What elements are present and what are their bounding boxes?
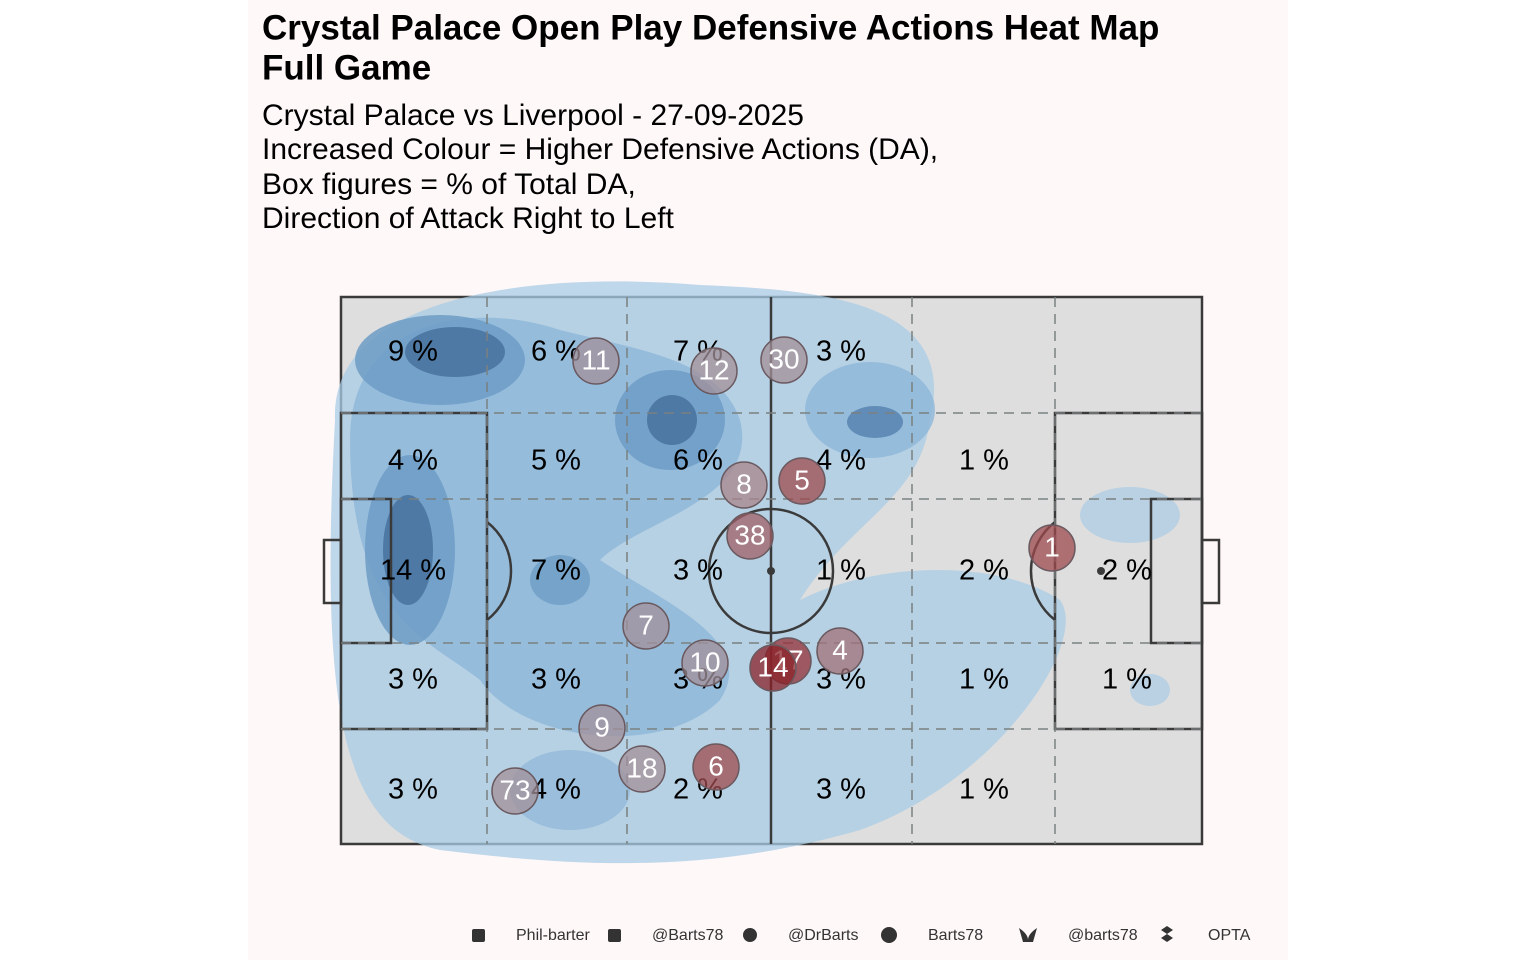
zone-label: 3 %	[816, 336, 866, 368]
icon	[881, 927, 897, 943]
zone-label: 4 %	[388, 445, 438, 477]
player-marker	[720, 461, 768, 509]
players: 1112308538171041714918673	[491, 336, 1076, 815]
zone-label: 3 %	[388, 774, 438, 806]
player-label: 5	[794, 464, 810, 495]
zone-label: 1 %	[959, 774, 1009, 806]
footer-text: OPTA	[1208, 927, 1251, 944]
subtitle-line: Crystal Palace vs Liverpool - 27-09-2025	[262, 99, 804, 132]
zone-label: 9 %	[388, 336, 438, 368]
player-label: 30	[768, 343, 799, 374]
player-marker	[749, 644, 797, 692]
icon	[1161, 926, 1173, 942]
player-marker	[572, 337, 620, 385]
footer-text: Phil-barter	[516, 927, 590, 944]
zone-label: 6 %	[673, 445, 723, 477]
title: Full Game	[262, 48, 431, 87]
subtitle: Crystal Palace vs Liverpool - 27-09-2025…	[262, 99, 938, 235]
player-label: 1	[1044, 531, 1060, 562]
zone-label: 1 %	[959, 445, 1009, 477]
icon	[472, 929, 485, 942]
subtitle-line: Direction of Attack Right to Left	[262, 202, 675, 235]
zone-label: 3 %	[673, 555, 723, 587]
icon	[743, 928, 757, 942]
player-label: 10	[689, 646, 720, 677]
footer-text: Barts78	[928, 927, 983, 944]
footer-text: @DrBarts	[788, 927, 858, 944]
icon	[1019, 928, 1037, 942]
footer: Phil-barter @Barts78 @DrBarts Barts78 @barts…	[472, 926, 1251, 944]
player-marker	[1028, 524, 1076, 572]
zone-label: 14 %	[380, 555, 446, 587]
player-marker	[578, 704, 626, 752]
icon	[608, 929, 621, 942]
player-label: 18	[626, 752, 657, 783]
zone-labels: 9 % 6 % 7 % 3 %4 % 5 % 6 % 4 % 1 %14 % 7 % 3 % 1 %…	[380, 336, 1152, 806]
player-label: 14	[757, 651, 788, 682]
player-marker	[816, 627, 864, 675]
footer-text: @barts78	[1068, 927, 1138, 944]
zone-label: 4 %	[531, 774, 581, 806]
player-marker	[726, 512, 774, 560]
player-label: 38	[734, 519, 765, 550]
zone-label: 3 %	[816, 774, 866, 806]
player-marker	[692, 743, 740, 791]
zone-label: 2 %	[959, 555, 1009, 587]
zone-label: 3 %	[531, 664, 581, 696]
player-label: 6	[708, 750, 724, 781]
player-marker	[778, 457, 826, 505]
zone-label: 5 %	[531, 445, 581, 477]
heat	[330, 281, 1180, 864]
player-marker	[760, 336, 808, 384]
player-label: 73	[499, 774, 530, 805]
player-marker	[690, 347, 738, 395]
player-label: 7	[638, 609, 654, 640]
zone-label: 7 %	[531, 555, 581, 587]
zone-label: 3 %	[388, 664, 438, 696]
subtitle-line: Box figures = % of Total DA,	[262, 168, 636, 201]
player-label: 11	[581, 344, 610, 375]
zone-label: 4 %	[816, 445, 866, 477]
zone-label: 1 %	[1102, 664, 1152, 696]
footer-text: @Barts78	[652, 927, 723, 944]
player-label: 4	[832, 634, 848, 665]
player-label: 8	[736, 468, 752, 499]
zone-label: 1 %	[959, 664, 1009, 696]
player-label: 9	[594, 711, 610, 742]
zone-label: 1 %	[816, 555, 866, 587]
player-label: 12	[698, 354, 729, 385]
player-marker	[491, 767, 539, 815]
zone-label: 2 %	[1102, 555, 1152, 587]
player-marker	[618, 745, 666, 793]
subtitle-line: Increased Colour = Higher Defensive Acti…	[262, 133, 938, 166]
player-marker	[681, 639, 729, 687]
player-marker	[622, 602, 670, 650]
title: Crystal Palace Open Play Defensive Actio…	[262, 8, 1159, 47]
